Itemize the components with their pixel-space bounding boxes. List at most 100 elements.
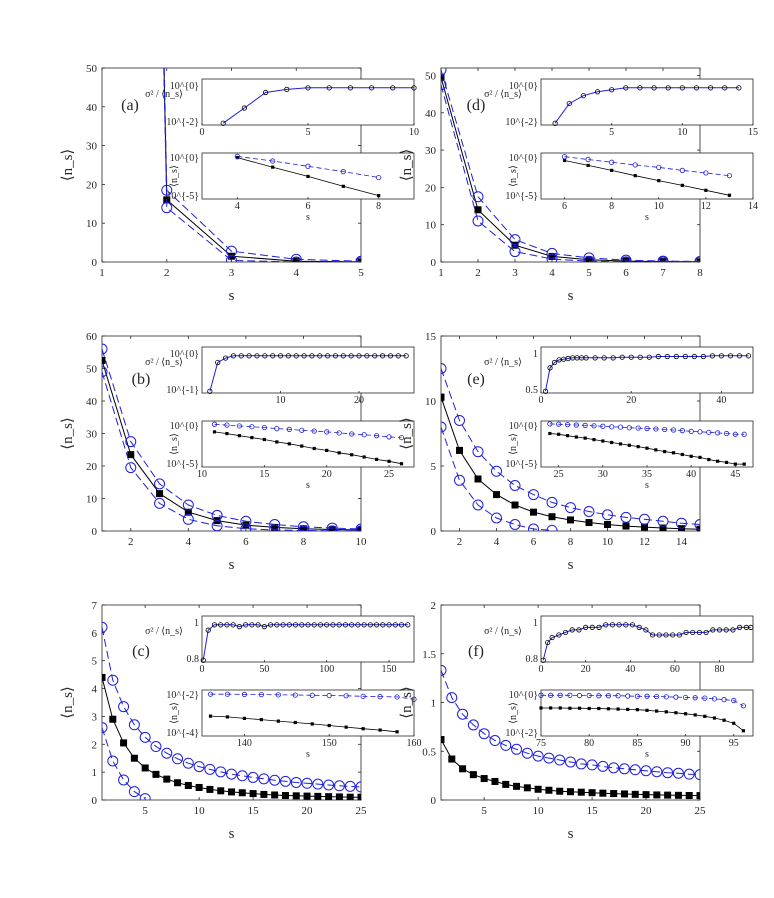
inset-top-point — [395, 353, 401, 359]
series-line-upper — [102, 348, 361, 530]
inset-top-point — [736, 85, 742, 91]
data-point-upper — [172, 753, 184, 765]
inset-bottom-mean-point — [562, 158, 567, 163]
inset-bottom-mean-point — [727, 193, 732, 197]
y-tick-label: 10 — [425, 220, 437, 232]
inset-bottom-y-tick-label: 10^{-2} — [505, 728, 538, 739]
inset-bottom-mean-point — [212, 430, 217, 434]
data-point-upper — [565, 502, 576, 514]
inset-bottom-upper-point — [692, 695, 698, 701]
x-axis-label: s — [568, 826, 574, 842]
x-tick-label: 6 — [243, 536, 249, 548]
inset-bottom-x-tick-label: 4 — [235, 201, 240, 212]
inset-top-point — [270, 353, 276, 359]
inset-bottom-y-tick-label: 10^{-5} — [166, 191, 199, 202]
inset-bottom-ylabel: ⟨n_s⟩ — [169, 433, 180, 455]
data-point-lower — [509, 246, 521, 258]
inset-top-y-tick-label: 10^{-2} — [505, 117, 538, 128]
inset-bottom-x-tick-label: 80 — [584, 738, 594, 749]
panel-label: (f) — [468, 643, 484, 660]
data-point-upper — [543, 752, 555, 764]
data-point-upper — [489, 735, 501, 747]
data-point-mean — [664, 791, 672, 799]
data-point-lower — [472, 215, 484, 227]
inset-bottom-upper-point — [207, 691, 214, 697]
data-point-upper — [247, 771, 259, 783]
inset-top-y-tick-label: 0.5 — [526, 385, 539, 396]
series-line-upper — [163, 68, 361, 262]
x-tick-label: 2 — [128, 536, 134, 548]
inset-top-y-tick-label: 1 — [533, 349, 538, 360]
inset-bottom-mean-point — [657, 179, 661, 183]
data-point-upper — [620, 511, 632, 523]
x-tick-label: 25 — [695, 805, 707, 817]
data-point-upper — [565, 756, 576, 768]
data-point-mean — [141, 764, 149, 772]
inset-bottom-mean-point — [587, 706, 591, 711]
data-point-upper — [102, 343, 108, 355]
inset-top-point — [730, 627, 736, 633]
inset-bottom-y-tick-label: 10^{0} — [509, 690, 538, 701]
panel-label: (b) — [132, 371, 151, 388]
inset-bottom-mean-point — [287, 442, 291, 446]
inset-bottom-upper-point — [706, 429, 712, 435]
data-point-upper — [509, 234, 521, 246]
data-point-mean — [474, 475, 482, 483]
data-point-mean — [238, 789, 246, 797]
inset-top-x-tick-label: 15 — [748, 127, 758, 138]
y-axis-label: ⟨n_s⟩ — [60, 417, 76, 450]
inset-top-y-tick-label: 1 — [194, 618, 199, 629]
inset-bottom-y-tick-label: 10^{0} — [170, 153, 199, 164]
inset-top-point — [594, 89, 601, 95]
inset-bottom-upper-point — [261, 424, 267, 431]
data-point-upper — [182, 757, 194, 769]
data-point-upper — [226, 768, 237, 780]
inset-top-point — [748, 624, 754, 630]
data-point-upper — [676, 517, 687, 529]
data-point-lower — [182, 513, 194, 525]
x-tick-label: 8 — [301, 536, 307, 548]
data-point-upper — [441, 664, 447, 676]
inset-bottom-mean-point — [716, 459, 720, 463]
data-point-lower — [491, 512, 502, 524]
x-tick-label: 6 — [623, 267, 629, 279]
y-tick-label: 5 — [431, 461, 437, 473]
data-point-upper — [150, 741, 162, 753]
inset-bottom-mean-point — [310, 722, 314, 726]
inset-bottom-upper-point — [626, 425, 632, 431]
data-point-upper — [107, 674, 119, 686]
inset-bottom-xlabel: s — [645, 212, 649, 223]
data-point-lower — [128, 786, 140, 798]
series-line-upper — [441, 69, 700, 262]
panel-label: (c) — [132, 643, 150, 660]
inset-top-point — [340, 353, 346, 359]
inset-bottom-upper-point — [241, 691, 247, 697]
data-point-mean — [130, 754, 138, 762]
series-line-lower — [441, 426, 553, 531]
x-tick-label: 2 — [457, 536, 463, 548]
x-tick-label: 5 — [358, 267, 364, 279]
data-point-mean — [530, 508, 537, 516]
inset-top-ylabel: σ² / ⟨n_s⟩ — [484, 626, 522, 637]
inset-bottom-mean-point — [663, 449, 667, 454]
inset-bottom-x-tick-label: 40 — [686, 469, 696, 480]
data-point-mean — [511, 241, 519, 249]
data-point-upper — [301, 777, 313, 789]
inset-top-point — [737, 624, 743, 630]
inset-top-x-tick-label: 0 — [539, 664, 544, 675]
inset-bottom-upper-point — [740, 703, 746, 709]
inset-top-point — [285, 353, 291, 359]
data-point-upper — [694, 519, 700, 530]
inset-bottom-upper-point — [234, 153, 240, 159]
data-point-mean — [174, 779, 182, 787]
inset-bottom-y-tick-label: 10^{0} — [170, 421, 199, 432]
data-point-mean — [659, 258, 667, 262]
inset-top-point — [230, 622, 236, 628]
data-point-lower — [441, 79, 447, 91]
inset-bottom-mean-point — [601, 439, 605, 443]
inset-bottom-upper-point — [585, 156, 591, 163]
inset-top-point — [330, 622, 336, 628]
inset-top-point — [693, 85, 700, 91]
data-point-mean — [696, 792, 700, 800]
inset-top-point — [284, 86, 290, 92]
